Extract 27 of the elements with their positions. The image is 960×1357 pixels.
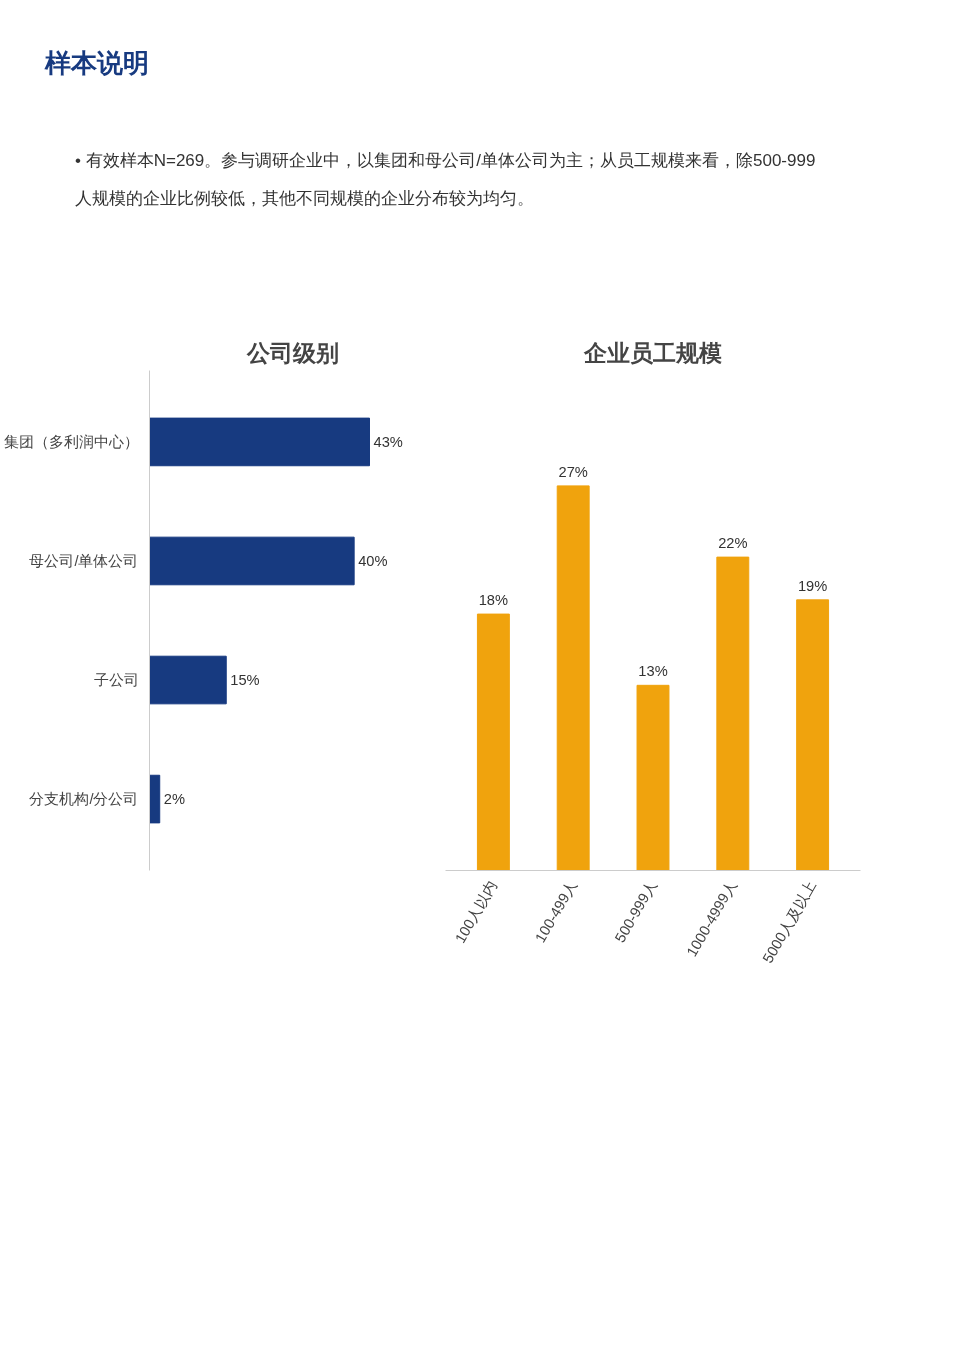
data-label: 22% — [718, 535, 748, 552]
bar — [149, 655, 227, 705]
bar — [149, 536, 355, 586]
bar — [149, 417, 370, 467]
text: 样本说明 — [45, 47, 150, 80]
data-label: 13% — [638, 663, 668, 680]
bar — [796, 599, 830, 871]
data-label: 19% — [797, 577, 828, 594]
bar — [636, 684, 670, 871]
chart-title: 公司级别 — [245, 339, 339, 366]
y-tick-label: 集团（多利润中心） — [3, 433, 139, 450]
y-tick-label: 分支机构/分公司 — [29, 790, 139, 807]
data-label: 43% — [373, 433, 403, 450]
bar — [716, 556, 750, 871]
data-label: 15% — [230, 671, 260, 688]
data-label: 2% — [163, 790, 185, 807]
data-label: 40% — [358, 552, 388, 569]
data-label: 27% — [558, 463, 588, 480]
bar — [476, 613, 510, 871]
chart-title: 企业员工规模 — [583, 339, 722, 366]
y-tick-label: 母公司/单体公司 — [29, 552, 139, 569]
data-label: 18% — [478, 592, 509, 609]
y-tick-label: 子公司 — [93, 671, 139, 688]
bar — [149, 774, 161, 824]
x-tick-label: 100人以内 — [451, 877, 501, 946]
text: • 有效样本N=269。参与调研企业中，以集团和母公司/单体公司为主；从员工规模来看，除500-999人规模的企业比例较低，其他不同规模的企业分布较为均匀。 — [75, 150, 817, 210]
bar — [556, 485, 590, 871]
